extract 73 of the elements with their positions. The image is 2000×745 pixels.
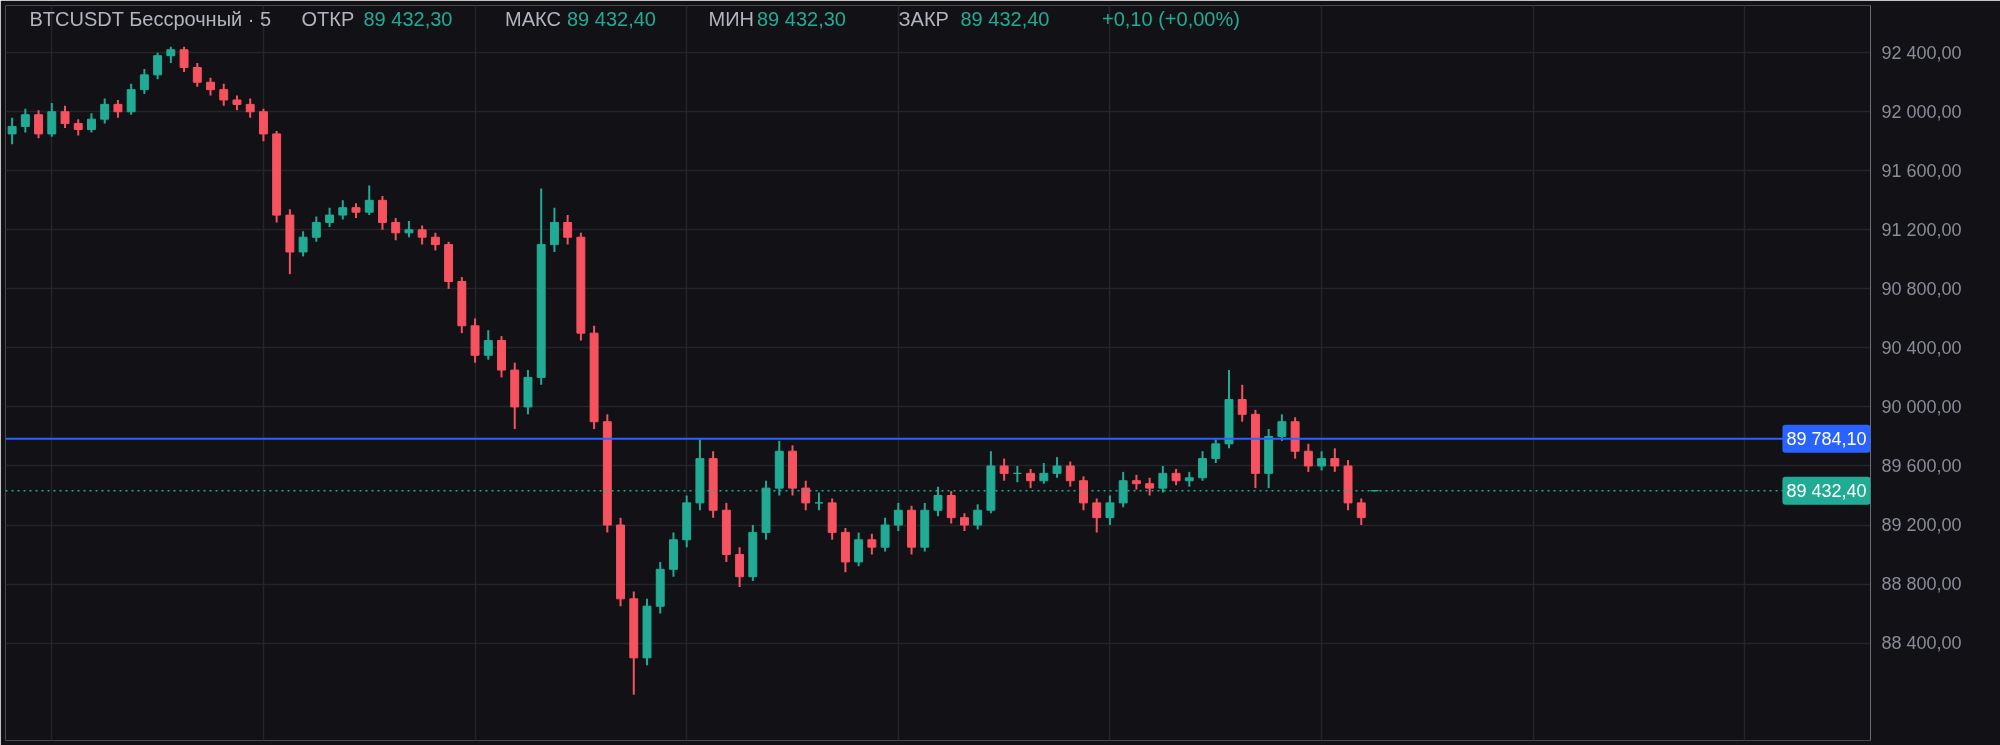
y-tick-label: 92 400,00 <box>1881 42 1962 63</box>
candlestick <box>153 51 163 81</box>
y-tick-label: 92 000,00 <box>1881 101 1962 122</box>
ref-line-label: 89 784,10 <box>1786 428 1867 449</box>
candlestick <box>893 501 903 532</box>
candlestick <box>1211 438 1221 465</box>
candlestick <box>219 82 229 107</box>
candlestick <box>1330 447 1340 473</box>
candlestick <box>735 546 745 589</box>
ref-line-label: 89 432,40 <box>1786 480 1867 501</box>
candlestick <box>1052 456 1062 479</box>
candlestick <box>87 112 96 134</box>
annotation: 89 432,30 <box>757 7 846 30</box>
chart-title: BTCUSDT Бессрочный · 5 <box>29 7 272 30</box>
annotation: +0,10 (+0,00%) <box>1102 7 1240 30</box>
candlestick <box>311 215 321 243</box>
y-tick-label: 89 600,00 <box>1881 455 1962 476</box>
candlestick <box>245 97 255 119</box>
y-tick-label: 88 800,00 <box>1881 574 1962 595</box>
y-tick-label: 91 200,00 <box>1881 219 1962 240</box>
candlestick <box>7 116 17 146</box>
candlestick <box>391 217 401 242</box>
candlestick <box>47 101 57 138</box>
annotation: 89 432,40 <box>567 7 656 30</box>
candlestick <box>880 516 890 553</box>
candlestick <box>258 107 268 143</box>
candlestick <box>378 194 387 231</box>
candlestick <box>126 82 136 116</box>
candlestick <box>1026 467 1036 490</box>
y-tick-label: 90 800,00 <box>1881 278 1962 299</box>
candlestick <box>20 107 30 134</box>
annotation: ОТКР <box>301 7 355 30</box>
candlestick <box>139 67 149 96</box>
annotation: 89 432,30 <box>363 7 453 30</box>
annotation: МАКС <box>505 7 561 30</box>
candlestick <box>854 531 864 568</box>
annotation: МИН <box>708 7 754 30</box>
candlestick <box>338 199 348 221</box>
candlestick <box>1105 494 1115 527</box>
candlestick <box>483 329 493 361</box>
candlestick <box>1079 475 1088 512</box>
candlestick <box>1317 450 1327 472</box>
y-tick-label: 90 000,00 <box>1881 396 1962 417</box>
candlestick <box>973 503 983 531</box>
candlestick <box>1065 460 1075 488</box>
y-tick-label: 90 400,00 <box>1881 337 1962 358</box>
candlestick <box>801 479 811 512</box>
y-tick-label: 88 400,00 <box>1881 633 1962 654</box>
annotation: 89 432,40 <box>960 7 1050 30</box>
y-tick-label: 91 600,00 <box>1881 160 1962 181</box>
candlestick <box>1237 383 1247 423</box>
candlestick <box>100 97 110 125</box>
candlestick <box>1198 450 1208 482</box>
candlestick <box>1092 497 1102 534</box>
candlestick <box>1039 462 1049 485</box>
candlestick <box>298 230 308 258</box>
candlestick <box>325 206 335 228</box>
candlestick <box>1356 497 1366 527</box>
candlestick <box>549 206 559 253</box>
y-tick-label: 89 200,00 <box>1881 515 1962 536</box>
candlestick <box>364 184 374 217</box>
candlestick <box>999 457 1009 482</box>
candlestick <box>179 45 189 73</box>
candlestick <box>563 214 573 246</box>
candlestick <box>867 532 877 556</box>
candlestick <box>34 109 44 140</box>
candlestick <box>417 224 427 246</box>
candlestick <box>192 62 202 88</box>
candlestick <box>60 104 70 129</box>
candlestick <box>1277 413 1287 442</box>
annotation: ЗАКР <box>898 7 949 30</box>
candlestick <box>1303 442 1313 473</box>
candlestick <box>946 490 956 525</box>
